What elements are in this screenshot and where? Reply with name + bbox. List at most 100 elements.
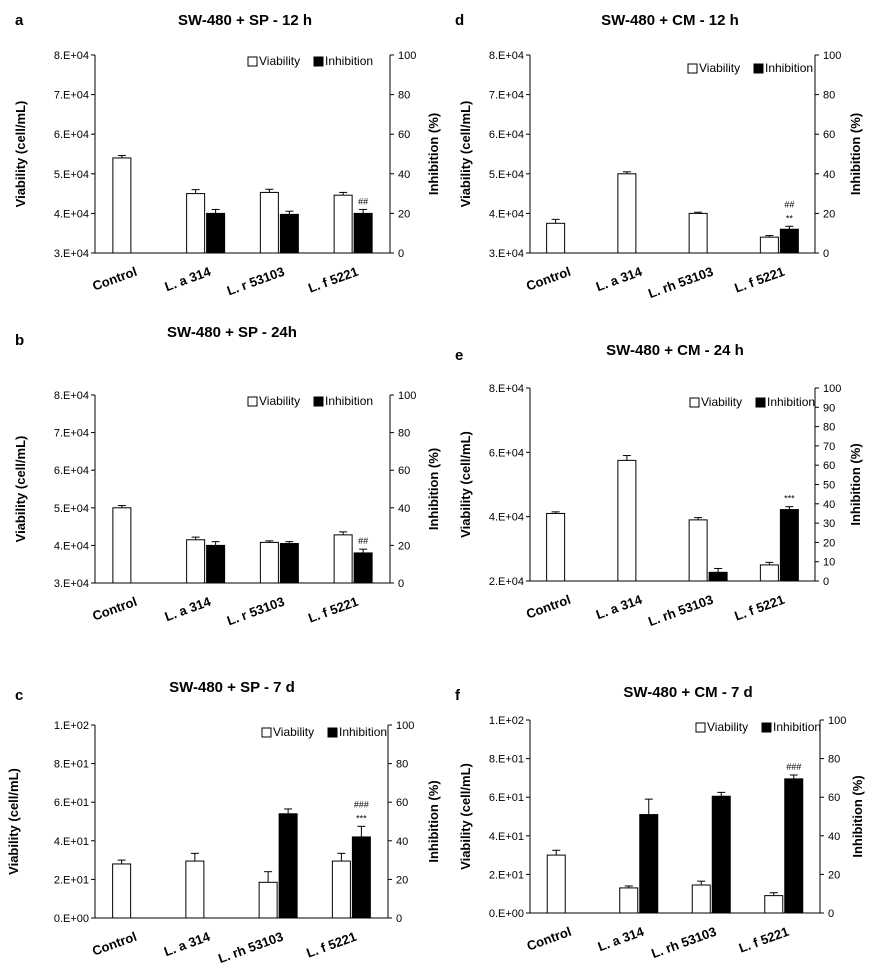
- bar-inhibition: [784, 778, 804, 914]
- bar-viability: [546, 222, 566, 254]
- chart-panel-f: f SW-480 + CM - 7 d 0.E+00 2.E+01 4.E+01 6.E+…: [455, 684, 865, 961]
- bar-inhibition: [708, 571, 728, 582]
- bar-inhibition: [779, 509, 799, 582]
- category-label: Control: [90, 594, 139, 624]
- y-tick-label: 5.E+04: [54, 169, 89, 181]
- y-axis-label: Viability (cell/mL): [458, 101, 473, 208]
- panel-letter: c: [15, 687, 23, 704]
- legend-label-viability: Viability: [273, 725, 314, 739]
- chart-title: SW-480 + CM - 7 d: [623, 684, 752, 701]
- y-tick-label: 2.E+04: [489, 576, 524, 588]
- legend-label-inhibition: Inhibition: [773, 720, 821, 734]
- legend-label-inhibition: Inhibition: [325, 394, 373, 408]
- bar-inhibition: [779, 228, 799, 254]
- legend: Viability Inhibition: [261, 725, 387, 739]
- y-tick-label: 8.E+04: [489, 50, 524, 62]
- legend: Viability Inhibition: [695, 720, 821, 734]
- bar-viability: [259, 541, 279, 584]
- y2-tick-label: 40: [398, 169, 410, 181]
- y2-tick-label: 60: [823, 129, 835, 141]
- y-tick-label: 3.E+04: [54, 248, 89, 260]
- y2-tick-label: 20: [398, 540, 410, 552]
- bar-inhibition: [206, 212, 226, 254]
- y2-tick-label: 70: [823, 441, 835, 453]
- y2-axis-label: Inhibition (%): [426, 780, 441, 862]
- legend-swatch-inhibition: [753, 63, 764, 74]
- legend-label-inhibition: Inhibition: [339, 725, 387, 739]
- panel-letter: d: [455, 12, 464, 29]
- category-label: L. a 314: [163, 263, 214, 294]
- bar-viability: [331, 860, 351, 919]
- legend-label-viability: Viability: [701, 395, 742, 409]
- y2-axis-label: Inhibition (%): [848, 443, 863, 525]
- y2-tick-label: 100: [396, 720, 414, 732]
- y2-tick-label: 60: [823, 460, 835, 472]
- significance-mark: ***: [356, 813, 367, 823]
- legend-swatch-inhibition: [313, 56, 324, 67]
- legend-label-inhibition: Inhibition: [765, 61, 813, 75]
- legend-label-viability: Viability: [259, 394, 300, 408]
- y2-tick-label: 40: [823, 499, 835, 511]
- y-tick-label: 7.E+04: [489, 90, 524, 102]
- bar-inhibition: [351, 836, 371, 919]
- category-label: L. rh 53103: [646, 264, 715, 301]
- bar-viability: [688, 519, 708, 582]
- y-tick-label: 0.E+00: [54, 913, 89, 925]
- chart-title: SW-480 + CM - 24 h: [606, 342, 744, 359]
- y-tick-label: 7.E+04: [54, 90, 89, 102]
- bar-inhibition: [279, 213, 299, 254]
- legend-label-viability: Viability: [699, 61, 740, 75]
- legend-swatch-viability: [247, 396, 258, 407]
- y-tick-label: 6.E+04: [54, 129, 89, 141]
- y2-tick-label: 100: [823, 50, 841, 62]
- legend-swatch-inhibition: [313, 396, 324, 407]
- y2-tick-label: 40: [828, 831, 840, 843]
- bar-viability: [619, 887, 639, 914]
- chart-title: SW-480 + SP - 7 d: [169, 679, 295, 696]
- category-label: L. a 314: [594, 263, 645, 294]
- legend-swatch-viability: [261, 727, 272, 738]
- bar-viability: [258, 881, 278, 919]
- y2-tick-label: 0: [396, 913, 402, 925]
- legend: Viability Inhibition: [247, 54, 373, 68]
- legend-swatch-viability: [689, 397, 700, 408]
- y-tick-label: 3.E+04: [489, 248, 524, 260]
- legend: Viability Inhibition: [687, 61, 813, 75]
- y-tick-label: 4.E+04: [489, 512, 524, 524]
- y-axis-label: Viability (cell/mL): [458, 763, 473, 870]
- chart-title: SW-480 + CM - 12 h: [601, 12, 739, 29]
- y2-tick-label: 60: [398, 465, 410, 477]
- legend-swatch-viability: [687, 63, 698, 74]
- bar-viability: [688, 212, 708, 254]
- y2-axis-label: Inhibition (%): [426, 448, 441, 530]
- category-label: Control: [524, 592, 573, 622]
- y-tick-label: 4.E+04: [54, 208, 89, 220]
- y2-tick-label: 80: [398, 90, 410, 102]
- category-label: L. f 5221: [732, 264, 786, 296]
- legend-swatch-inhibition: [761, 722, 772, 733]
- bar-viability: [112, 863, 132, 919]
- category-label: L. f 5221: [306, 594, 360, 626]
- y-tick-label: 6.E+01: [54, 797, 89, 809]
- bar-inhibition: [639, 814, 659, 914]
- category-label: L. a 314: [163, 593, 214, 624]
- significance-mark: ###: [786, 762, 801, 772]
- y2-axis-label: Inhibition (%): [850, 775, 865, 857]
- y2-tick-label: 60: [396, 797, 408, 809]
- bar-viability: [617, 173, 637, 254]
- y2-tick-label: 100: [823, 383, 841, 395]
- bar-inhibition: [278, 813, 298, 919]
- y-tick-label: 4.E+04: [489, 208, 524, 220]
- legend-swatch-inhibition: [327, 727, 338, 738]
- y-axis-label: Viability (cell/mL): [13, 436, 28, 543]
- category-label: L. f 5221: [737, 924, 791, 956]
- y2-tick-label: 80: [828, 754, 840, 766]
- bar-viability: [333, 534, 353, 584]
- y2-tick-label: 0: [823, 576, 829, 588]
- category-label: L. rh 53103: [649, 924, 718, 961]
- y2-tick-label: 60: [398, 129, 410, 141]
- y-tick-label: 6.E+01: [489, 792, 524, 804]
- legend: Viability Inhibition: [247, 394, 373, 408]
- y2-tick-label: 100: [398, 50, 416, 62]
- panel-letter: b: [15, 332, 24, 349]
